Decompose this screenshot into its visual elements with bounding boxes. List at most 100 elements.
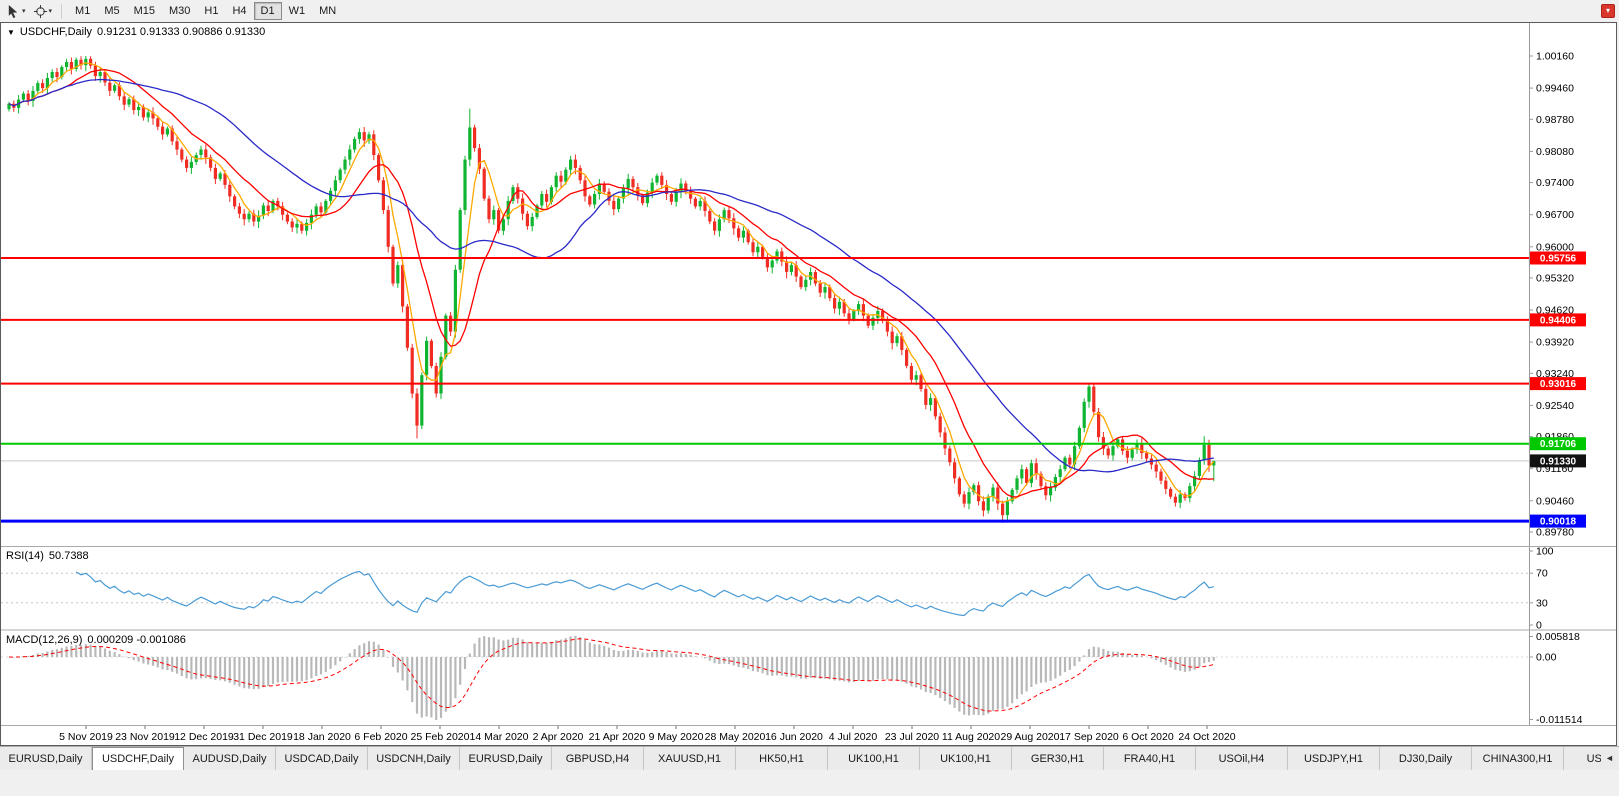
rsi-axis-labels: 100 70 30 0 — [1529, 546, 1554, 632]
svg-text:2 Apr 2020: 2 Apr 2020 — [533, 731, 584, 743]
tab-eurusd-daily[interactable]: EURUSD,Daily — [0, 747, 92, 770]
timeframe-button-m30[interactable]: M30 — [162, 2, 197, 20]
svg-text:9 May 2020: 9 May 2020 — [649, 731, 704, 743]
svg-text:0.00: 0.00 — [1536, 652, 1557, 664]
timeframe-button-w1[interactable]: W1 — [282, 2, 313, 20]
rsi-label: RSI(14) — [6, 550, 44, 562]
tab-usdjpy-h1[interactable]: USDJPY,H1 — [1288, 747, 1380, 770]
macd-value: 0.000209 -0.001086 — [87, 634, 186, 646]
svg-text:11 Aug 2020: 11 Aug 2020 — [942, 731, 1000, 743]
svg-text:0.98780: 0.98780 — [1536, 114, 1574, 126]
chart-tabs-bar: EURUSD,Daily USDCHF,Daily AUDUSD,Daily USDC… — [0, 746, 1619, 770]
price-level-badge: 0.90018 — [1530, 514, 1586, 528]
tab-usdcnh-daily[interactable]: USDCNH,Daily — [368, 747, 460, 770]
svg-text:0.99460: 0.99460 — [1536, 83, 1574, 95]
toolbar-separator — [61, 3, 63, 19]
tab-usdchf-daily[interactable]: USDCHF,Daily — [92, 747, 184, 770]
tab-usoil-h4[interactable]: USOil,H4 — [1196, 747, 1288, 770]
svg-text:5 Nov 2019: 5 Nov 2019 — [59, 731, 113, 743]
timeframe-button-m15[interactable]: M15 — [127, 2, 162, 20]
svg-text:1.00160: 1.00160 — [1536, 51, 1574, 63]
rsi-title: RSI(14) 50.7388 — [6, 550, 89, 562]
svg-text:0: 0 — [1536, 620, 1542, 632]
timeframe-buttons: M1 M5 M15 M30 H1 H4 D1 W1 MN — [68, 2, 343, 20]
tab-china300-h1[interactable]: CHINA300,H1 — [1472, 747, 1564, 770]
svg-text:12 Dec 2019: 12 Dec 2019 — [174, 731, 234, 743]
svg-text:0.92540: 0.92540 — [1536, 400, 1574, 412]
price-level-badge: 0.91706 — [1530, 437, 1586, 451]
tab-hk50-h1[interactable]: HK50,H1 — [736, 747, 828, 770]
svg-text:28 May 2020: 28 May 2020 — [705, 731, 766, 743]
svg-text:4 Jul 2020: 4 Jul 2020 — [829, 731, 878, 743]
price-level-badge: 0.91330 — [1530, 454, 1586, 468]
svg-text:0.93920: 0.93920 — [1536, 337, 1574, 349]
tab-audusd-daily[interactable]: AUDUSD,Daily — [184, 747, 276, 770]
tab-uk100-h1[interactable]: UK100,H1 — [920, 747, 1012, 770]
svg-text:31 Dec 2019: 31 Dec 2019 — [233, 731, 293, 743]
tab-usdcad-daily[interactable]: USDCAD,Daily — [276, 747, 368, 770]
svg-text:14 Mar 2020: 14 Mar 2020 — [470, 731, 529, 743]
tab-gbpusd-h4[interactable]: GBPUSD,H4 — [552, 747, 644, 770]
svg-text:70: 70 — [1536, 568, 1548, 580]
chevron-down-icon: ▾ — [48, 7, 53, 15]
status-bar — [0, 770, 1619, 796]
cursor-tool-button[interactable]: ▾ — [3, 2, 29, 20]
ma-13-line — [8, 68, 1214, 498]
macd-label: MACD(12,26,9) — [6, 634, 83, 646]
svg-text:0.93016: 0.93016 — [1540, 379, 1577, 390]
rsi-line — [75, 570, 1214, 617]
chart-symbol-label: USDCHF,Daily — [19, 26, 93, 38]
tab-scroll-left-button[interactable]: ◄ — [1601, 749, 1618, 767]
timeframe-button-m1[interactable]: M1 — [68, 2, 97, 20]
svg-text:25 Feb 2020: 25 Feb 2020 — [411, 731, 470, 743]
timeframe-button-d1[interactable]: D1 — [253, 2, 282, 20]
macd-histogram — [12, 636, 1215, 720]
svg-text:100: 100 — [1536, 546, 1554, 558]
svg-text:17 Sep 2020: 17 Sep 2020 — [1059, 731, 1119, 743]
svg-text:0.96000: 0.96000 — [1536, 241, 1574, 253]
timeframe-button-h4[interactable]: H4 — [225, 2, 253, 20]
svg-text:6 Feb 2020: 6 Feb 2020 — [354, 731, 407, 743]
tab-dj30-daily[interactable]: DJ30,Daily — [1380, 747, 1472, 770]
ma-34-line — [8, 78, 1214, 473]
svg-text:6 Oct 2020: 6 Oct 2020 — [1122, 731, 1174, 743]
tab-ger30-h1[interactable]: GER30,H1 — [1012, 747, 1104, 770]
svg-text:0.91330: 0.91330 — [1540, 456, 1577, 467]
svg-text:0.90460: 0.90460 — [1536, 495, 1574, 507]
date-axis: 5 Nov 2019 23 Nov 2019 12 Dec 2019 31 Dec 2… — [59, 726, 1236, 743]
svg-text:0.90018: 0.90018 — [1540, 517, 1577, 528]
svg-text:0.91706: 0.91706 — [1540, 439, 1577, 450]
collapse-icon[interactable]: ▼ — [7, 27, 15, 37]
macd-axis-labels: 0.005818 0.00 -0.011514 — [1529, 631, 1583, 726]
svg-text:0.95756: 0.95756 — [1540, 254, 1577, 265]
tab-uk100-h1[interactable]: UK100,H1 — [828, 747, 920, 770]
chart-title: ▼ USDCHF,Daily 0.91231 0.91333 0.90886 0… — [7, 26, 265, 38]
timeframe-button-m5[interactable]: M5 — [97, 2, 126, 20]
price-level-badge: 0.95756 — [1530, 251, 1586, 265]
svg-text:23 Jul 2020: 23 Jul 2020 — [885, 731, 939, 743]
tab-eurusd-daily[interactable]: EURUSD,Daily — [460, 747, 552, 770]
price-axis-labels: 1.00160 0.99460 0.98780 0.98080 0.97400 0.967… — [1529, 51, 1574, 539]
price-level-badge: 0.93016 — [1530, 377, 1586, 391]
rsi-value: 50.7388 — [48, 550, 89, 562]
tab-fra40-h1[interactable]: FRA40,H1 — [1104, 747, 1196, 770]
svg-text:16 Jun 2020: 16 Jun 2020 — [765, 731, 823, 743]
svg-text:29 Aug 2020: 29 Aug 2020 — [1001, 731, 1060, 743]
chart-close-button[interactable]: ▾ — [1601, 4, 1615, 18]
timeframe-button-h1[interactable]: H1 — [197, 2, 225, 20]
svg-text:0.98080: 0.98080 — [1536, 146, 1574, 158]
tab-xauusd-h1[interactable]: XAUUSD,H1 — [644, 747, 736, 770]
crosshair-tool-button[interactable]: ▾ — [30, 2, 56, 20]
svg-text:0.95320: 0.95320 — [1536, 272, 1574, 284]
svg-text:24 Oct 2020: 24 Oct 2020 — [1178, 731, 1235, 743]
chart-window: 1.00160 0.99460 0.98780 0.98080 0.97400 0.967… — [0, 22, 1617, 746]
timeframe-button-mn[interactable]: MN — [312, 2, 343, 20]
chart-ohlc-values: 0.91231 0.91333 0.90886 0.91330 — [97, 26, 266, 38]
candlestick-chart-canvas[interactable]: 1.00160 0.99460 0.98780 0.98080 0.97400 0.967… — [1, 23, 1616, 745]
top-toolbar: ▾ ▾ M1 M5 M15 M30 H1 H4 D1 W1 MN ▾ — [0, 0, 1619, 22]
macd-signal-line — [8, 638, 1214, 712]
svg-text:23 Nov 2019: 23 Nov 2019 — [115, 731, 175, 743]
crosshair-icon — [33, 4, 47, 18]
price-level-badge: 0.94406 — [1530, 313, 1586, 327]
svg-text:18 Jan 2020: 18 Jan 2020 — [293, 731, 351, 743]
